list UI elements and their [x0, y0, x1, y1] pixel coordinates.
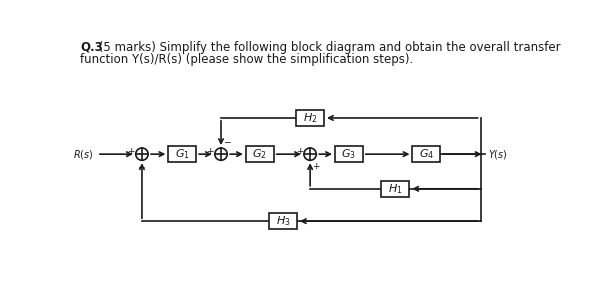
Text: Q.3: Q.3	[80, 41, 103, 54]
Text: $Y(s)$: $Y(s)$	[489, 148, 508, 161]
Bar	[246, 146, 274, 162]
Text: $G_3$: $G_3$	[342, 147, 356, 161]
Bar	[412, 146, 440, 162]
Text: +: +	[206, 147, 214, 156]
Text: (5 marks) Simplify the following block diagram and obtain the overall transfer: (5 marks) Simplify the following block d…	[96, 41, 561, 54]
Text: $H_2$: $H_2$	[303, 111, 317, 125]
Bar	[168, 146, 196, 162]
Text: $H_3$: $H_3$	[276, 214, 290, 228]
Bar	[335, 146, 363, 162]
Text: $G_2$: $G_2$	[253, 147, 267, 161]
Text: +: +	[296, 147, 303, 156]
Circle shape	[136, 148, 148, 160]
Circle shape	[304, 148, 316, 160]
Text: +: +	[127, 147, 135, 156]
Bar	[269, 213, 297, 229]
Bar	[296, 110, 324, 126]
Text: +: +	[312, 162, 319, 171]
Text: $G_1$: $G_1$	[175, 147, 189, 161]
Text: function Y(s)/R(s) (please show the simplification steps).: function Y(s)/R(s) (please show the simp…	[80, 53, 413, 66]
Text: −: −	[222, 137, 230, 146]
Text: $H_1$: $H_1$	[388, 182, 402, 196]
Text: $R(s)$: $R(s)$	[73, 148, 94, 161]
Bar	[381, 181, 409, 197]
Circle shape	[215, 148, 227, 160]
Text: $G_4$: $G_4$	[419, 147, 434, 161]
Text: −: −	[137, 162, 144, 171]
